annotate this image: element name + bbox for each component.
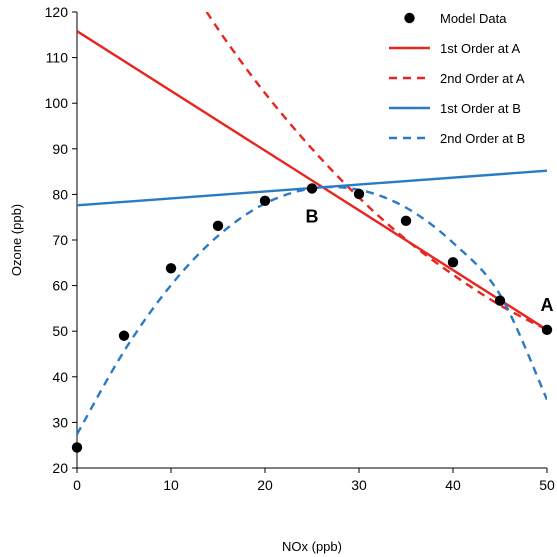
y-axis-label: Ozone (ppb) bbox=[9, 204, 24, 276]
x-tick-label: 20 bbox=[257, 477, 273, 493]
data-point bbox=[71, 442, 83, 453]
legend-label: 2nd Order at B bbox=[440, 131, 525, 146]
y-tick-label: 30 bbox=[52, 414, 68, 430]
data-point bbox=[165, 263, 177, 274]
legend-label: Model Data bbox=[440, 11, 507, 26]
x-axis-label: NOx (ppb) bbox=[282, 539, 342, 554]
x-tick-label: 0 bbox=[73, 477, 81, 493]
data-point bbox=[306, 183, 318, 194]
y-tick-label: 60 bbox=[52, 278, 68, 294]
y-tick-label: 100 bbox=[45, 95, 69, 111]
y-tick-label: 80 bbox=[52, 186, 68, 202]
data-point bbox=[494, 295, 506, 306]
annotation-a: A bbox=[541, 295, 554, 315]
legend: Model Data 1st Order at A 2nd Order at A 1s… bbox=[389, 11, 525, 146]
data-point bbox=[259, 195, 271, 206]
x-tick-label: 40 bbox=[445, 477, 461, 493]
x-tick-label: 10 bbox=[163, 477, 179, 493]
data-point bbox=[447, 257, 459, 268]
y-tick-label: 90 bbox=[52, 141, 68, 157]
annotation-b: B bbox=[306, 206, 319, 226]
series-line-2nd-order-at-a bbox=[205, 12, 547, 331]
data-point bbox=[212, 220, 224, 232]
legend-marker bbox=[404, 12, 415, 24]
data-point bbox=[118, 330, 130, 341]
y-tick-label: 40 bbox=[52, 369, 68, 385]
legend-label: 1st Order at B bbox=[440, 101, 521, 116]
y-tick-label: 50 bbox=[52, 323, 68, 339]
x-tick-label: 30 bbox=[351, 477, 367, 493]
y-tick-label: 20 bbox=[52, 460, 68, 476]
axes bbox=[72, 11, 548, 473]
data-point bbox=[541, 324, 553, 336]
series-line-1st-order-at-a bbox=[77, 30, 547, 331]
annotations: AB bbox=[306, 206, 554, 314]
y-tick-label: 70 bbox=[52, 232, 68, 248]
data-point bbox=[400, 215, 412, 227]
data-points bbox=[71, 183, 553, 453]
legend-label: 1st Order at A bbox=[440, 41, 521, 56]
tick-labels: 0 10 20 30 40 50 20 30 40 50 60 70 80 90 100 110 120 bbox=[45, 4, 555, 493]
legend-label: 2nd Order at A bbox=[440, 71, 525, 86]
data-point bbox=[353, 188, 365, 200]
y-tick-label: 120 bbox=[45, 4, 69, 20]
x-tick-label: 50 bbox=[539, 477, 555, 493]
y-tick-label: 110 bbox=[46, 50, 69, 66]
